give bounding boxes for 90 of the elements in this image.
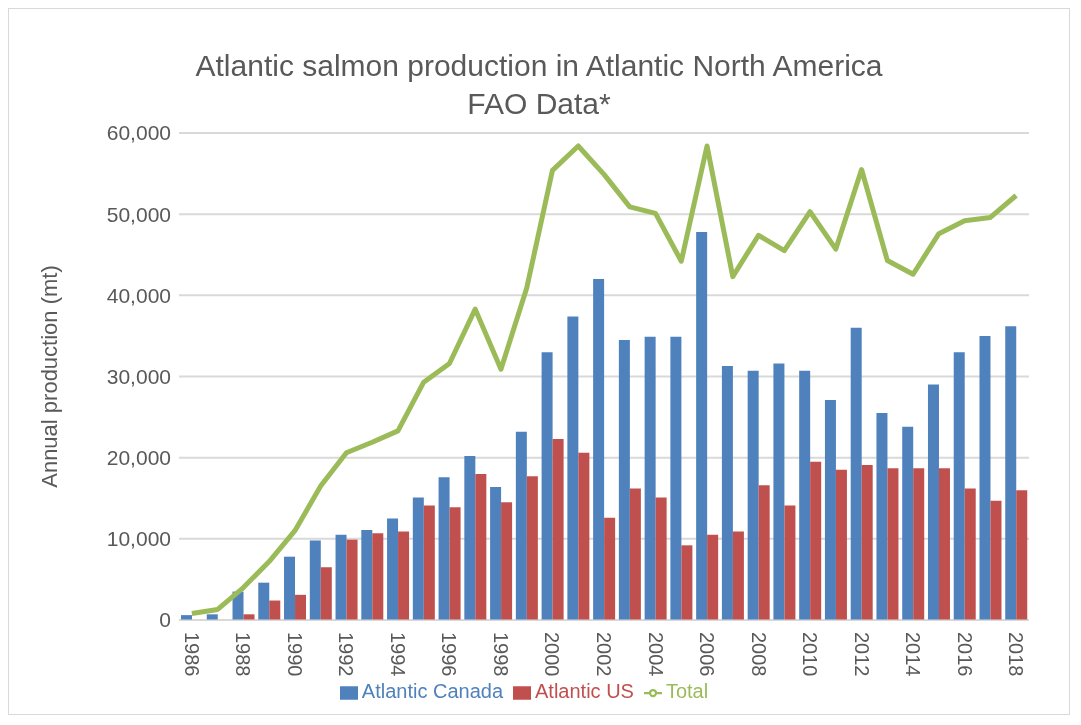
bar [412,497,424,620]
bar [423,505,435,620]
bar [824,400,836,620]
x-tick-label: 1998 [489,632,512,677]
x-tick-label: 2012 [850,632,873,677]
chart-subtitle: FAO Data* [466,86,612,122]
bar [387,518,399,620]
bar [541,352,553,620]
bar [979,335,991,620]
y-tick-label: 20,000 [106,446,171,470]
y-tick-label: 60,000 [106,121,171,145]
bar [670,336,682,620]
x-tick-label: 1988 [232,632,255,677]
bar [629,488,641,620]
bar [964,488,976,620]
y-tick-label: 10,000 [106,527,171,551]
legend-label: Atlantic Canada [361,680,503,702]
bar [1016,490,1028,620]
bar [398,531,410,620]
bar [526,476,538,620]
bar [810,461,822,620]
x-tick-label: 2016 [953,632,976,677]
bar [707,534,719,620]
y-tick-label: 40,000 [106,283,171,307]
bar [732,531,744,620]
bar [927,384,939,620]
y-tick-label: 0 [159,608,171,632]
bar [747,370,759,620]
bar [258,582,270,620]
bar [953,352,965,620]
bar [501,502,513,620]
bar [861,464,873,620]
bar [721,365,733,620]
bar [773,363,785,620]
bar [876,413,888,620]
x-tick-label: 1992 [335,632,358,677]
bar [696,232,708,620]
y-axis-title: Annual production (mt) [36,265,62,488]
bar [655,497,667,620]
legend-label: Atlantic US [535,680,634,702]
bar [361,529,373,620]
x-tick-label: 2018 [1005,632,1028,677]
chart-title: Atlantic salmon production in Atlantic North America [194,48,884,84]
bar [1005,326,1017,620]
bar [335,534,347,620]
bar [681,545,693,620]
bar [284,556,296,620]
x-tick-label: 1996 [438,632,461,677]
bar [309,540,321,620]
bar [372,533,384,620]
bar [644,336,656,620]
bar [887,468,899,620]
bar [758,485,770,620]
bar [295,594,307,620]
x-tick-label: 1986 [180,632,203,677]
bar [850,327,862,620]
bar [835,469,847,620]
bar [449,507,461,620]
bar [604,517,616,620]
bar [490,486,502,620]
x-tick-label: 2000 [541,632,564,677]
legend-label: Total [665,680,709,702]
bar [784,505,796,620]
x-tick-label: 1994 [386,632,409,677]
x-tick-label: 2008 [747,632,770,677]
x-tick-label: 1990 [283,632,306,677]
bar [593,279,605,620]
bar [578,452,590,620]
bar [464,456,476,620]
bar [913,468,925,620]
x-tick-label: 2014 [902,632,925,677]
bar [799,370,811,620]
bar [346,539,358,620]
y-tick-label: 50,000 [106,202,171,226]
bar [320,567,332,620]
bar [938,468,950,620]
bar [990,500,1002,620]
bar [567,316,579,620]
bar [269,600,281,620]
bar [475,473,487,620]
x-tick-label: 2010 [799,632,822,677]
x-tick-label: 2006 [696,632,719,677]
bar [902,426,914,620]
bar [438,477,450,620]
x-tick-label: 2004 [644,632,667,677]
bar [552,439,564,620]
bar [618,339,630,620]
y-tick-label: 30,000 [106,364,171,388]
bar [515,431,527,620]
x-tick-label: 2002 [593,632,615,677]
